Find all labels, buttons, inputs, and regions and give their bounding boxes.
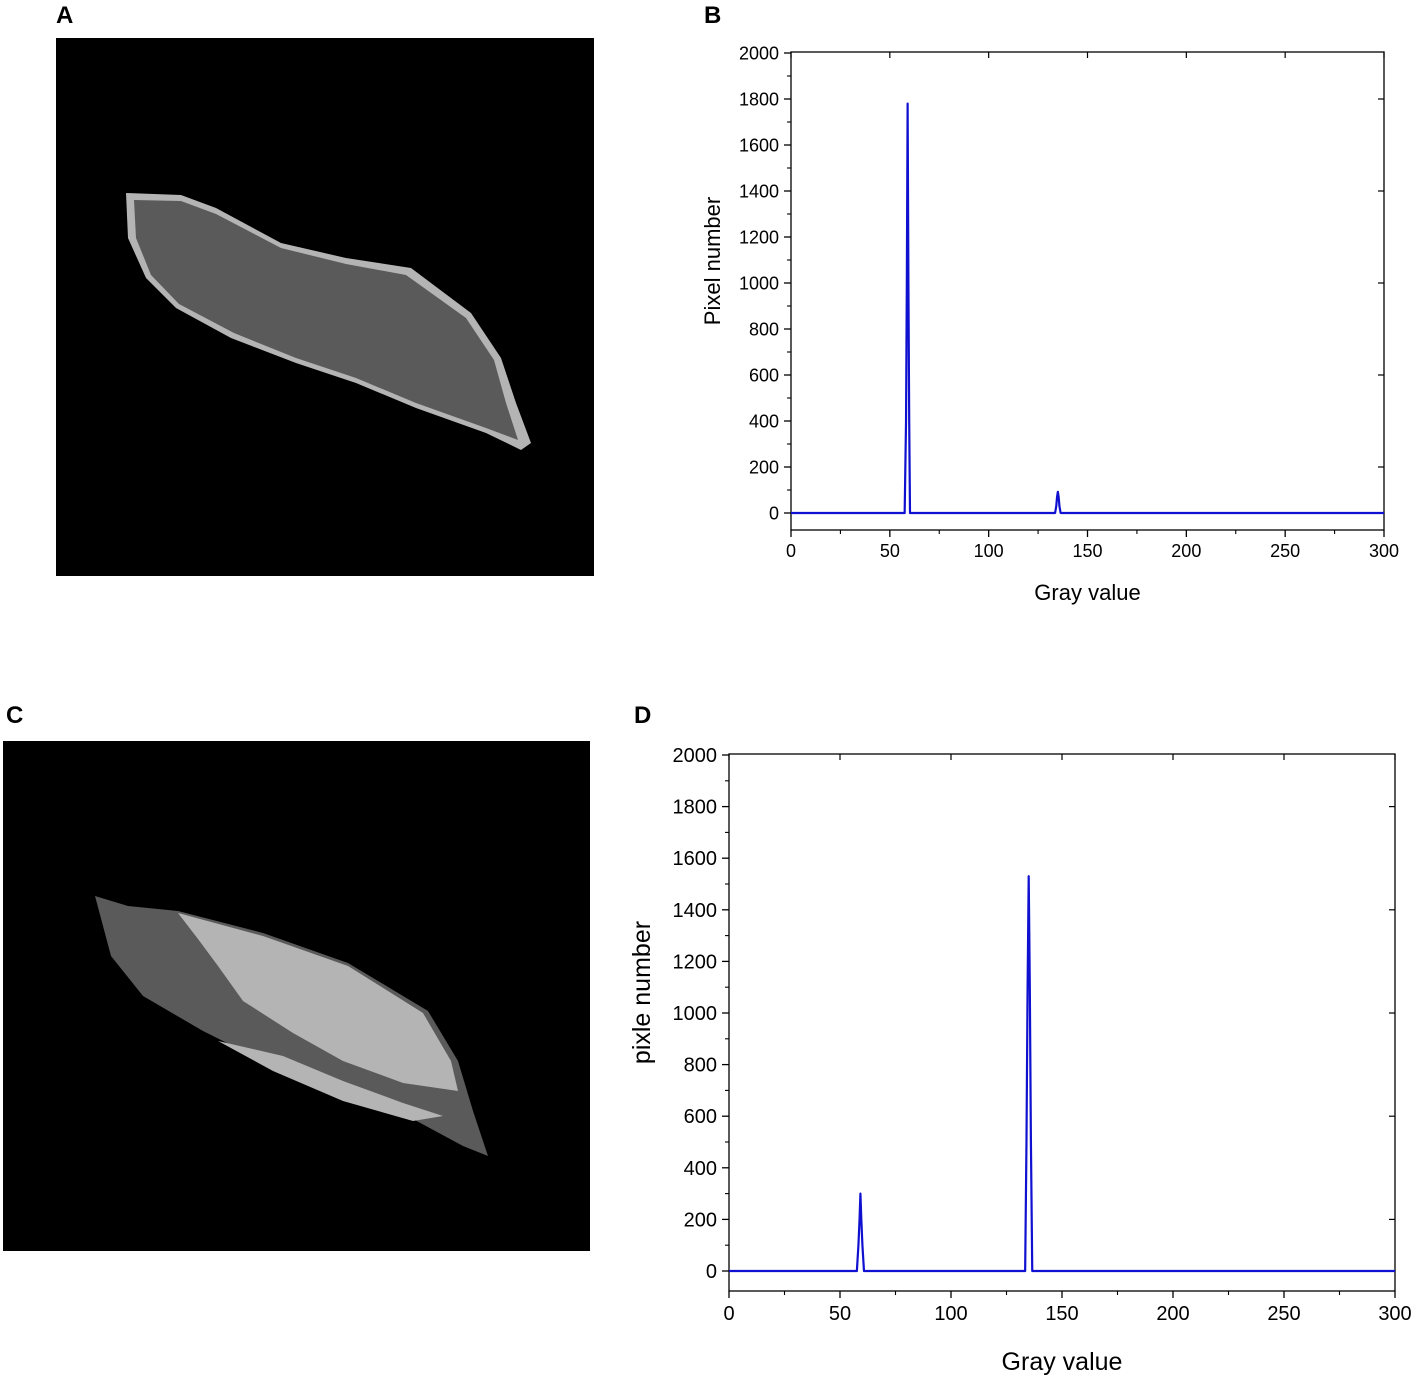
panel-label-c: C (6, 702, 24, 729)
x-tick-label-b: 150 (1072, 541, 1102, 561)
x-tick-label-d: 300 (1378, 1303, 1411, 1325)
x-tick-label-d: 150 (1045, 1303, 1078, 1325)
y-tick-label-b: 1000 (739, 273, 779, 293)
y-tick-label-d: 800 (684, 1055, 717, 1077)
x-tick-label-d: 250 (1267, 1303, 1300, 1325)
y-tick-label-b: 2000 (739, 43, 779, 63)
segmented-shape-a (126, 193, 531, 450)
y-tick-label-d: 1200 (673, 951, 718, 973)
x-tick-label-d: 50 (829, 1303, 851, 1325)
y-tick-label-d: 600 (684, 1106, 717, 1128)
y-tick-label-d: 1800 (673, 797, 718, 819)
y-tick-label-d: 400 (684, 1158, 717, 1180)
x-tick-label-b: 200 (1171, 541, 1201, 561)
y-tick-label-d: 2000 (673, 745, 718, 767)
y-tick-label-b: 1200 (739, 227, 779, 247)
plot-frame-b (790, 51, 1385, 531)
y-tick-label-b: 1400 (739, 181, 779, 201)
x-tick-label-b: 250 (1270, 541, 1300, 561)
y-tick-label-b: 800 (749, 319, 779, 339)
segmented-image-c (3, 741, 590, 1251)
segmented-shape-c (95, 896, 488, 1156)
y-tick-label-b: 600 (749, 365, 779, 385)
y-axis-label-b: Pixel number (700, 197, 725, 325)
chart-b: 0 200 400 600 800 1000 1200 1400 1600 1800 2000 0 50… (700, 43, 1399, 605)
shape-c-light-lower (218, 1041, 443, 1121)
shape-a-dark-body (134, 200, 518, 440)
y-tick-label-b: 400 (749, 411, 779, 431)
y-tick-label-b: 200 (749, 457, 779, 477)
y-tick-label-d: 0 (706, 1261, 717, 1283)
y-tick-label-b: 0 (769, 503, 779, 523)
x-tick-label-b: 0 (786, 541, 796, 561)
y-axis-label-d: pixle number (628, 921, 656, 1064)
shape-c-light-region (178, 913, 458, 1091)
y-tick-label-b: 1600 (739, 135, 779, 155)
panel-label-d: D (634, 702, 652, 729)
x-tick-label-b: 300 (1369, 541, 1399, 561)
x-axis-label-d: Gray value (1002, 1348, 1123, 1376)
y-tick-label-b: 1800 (739, 89, 779, 109)
series-line-d (729, 875, 1395, 1273)
chart-d: 0 200 400 600 800 1000 1200 1400 1600 1800 2000 0 50… (628, 745, 1412, 1376)
x-tick-label-b: 100 (974, 541, 1004, 561)
x-tick-label-d: 200 (1156, 1303, 1189, 1325)
segmented-image-a (56, 38, 594, 576)
x-tick-label-d: 0 (723, 1303, 734, 1325)
x-tick-label-d: 100 (934, 1303, 967, 1325)
x-tick-label-b: 50 (880, 541, 900, 561)
panel-label-a: A (56, 2, 74, 29)
plot-frame-d (728, 753, 1396, 1292)
x-axis-label-b: Gray value (1034, 580, 1140, 605)
y-tick-label-d: 1000 (673, 1003, 718, 1025)
panel-label-b: B (704, 2, 722, 29)
y-tick-label-d: 1400 (673, 900, 718, 922)
series-line-b (791, 102, 1384, 515)
y-tick-label-d: 200 (684, 1209, 717, 1231)
y-tick-label-d: 1600 (673, 848, 718, 870)
